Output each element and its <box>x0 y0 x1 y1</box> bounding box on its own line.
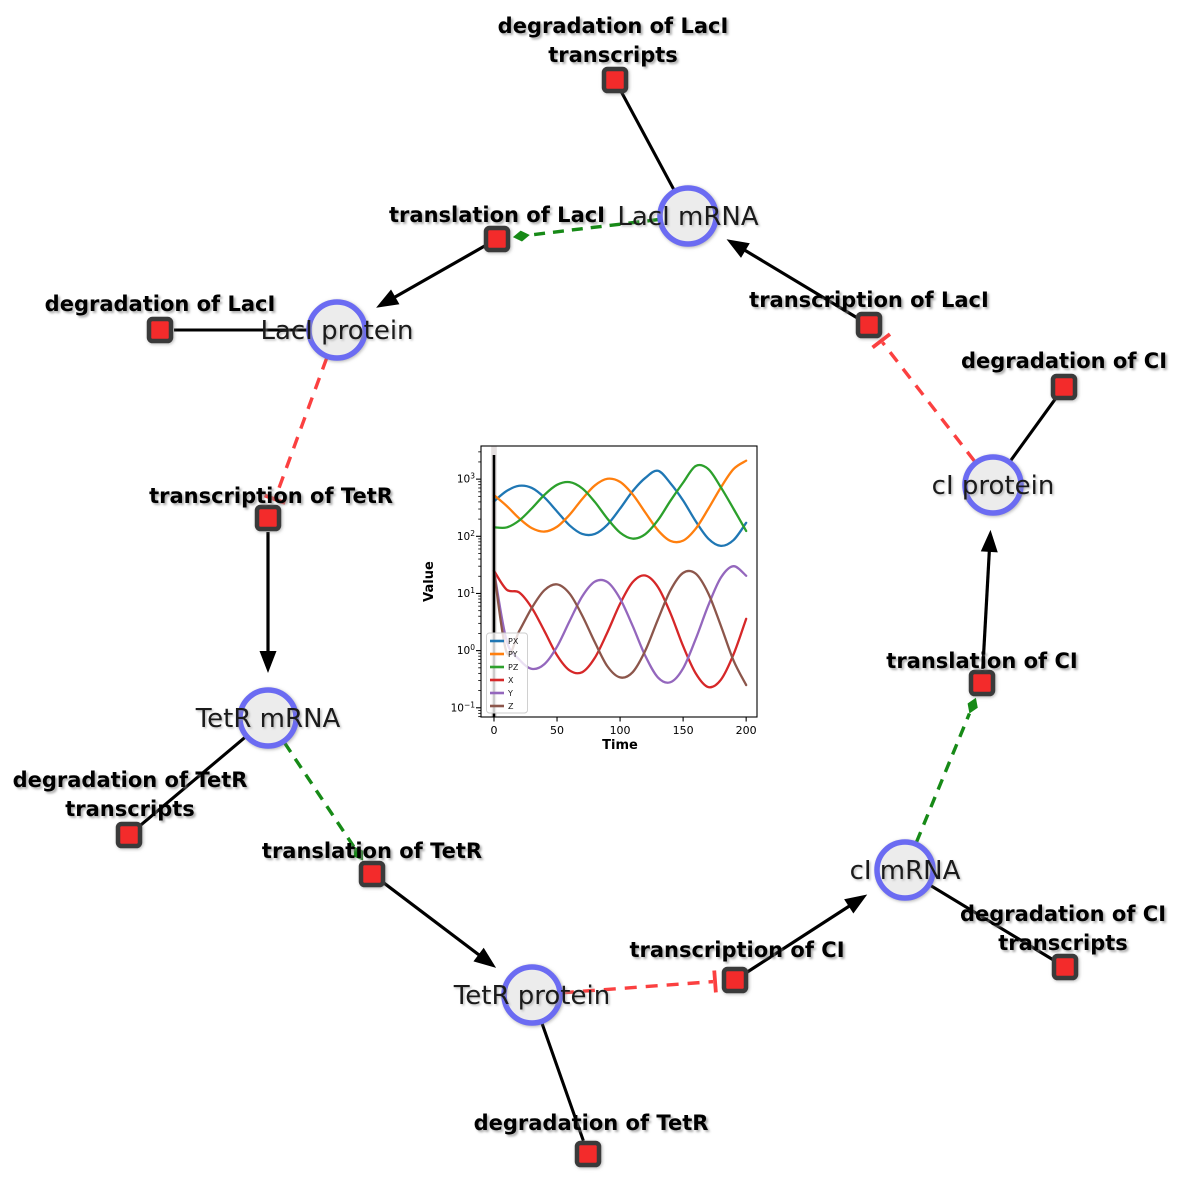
x-tick-label: 50 <box>550 724 564 737</box>
legend-label-pz: PZ <box>508 663 519 672</box>
edge-ci-protein-deg-ci <box>1009 397 1058 462</box>
laci-mrna-label: LacI mRNA <box>617 202 758 232</box>
series-x-line <box>492 569 748 689</box>
reaction-node-tx-laci[interactable] <box>855 311 883 339</box>
y-tick-label: 100 <box>457 643 475 657</box>
reaction-node-deg-laci[interactable] <box>146 316 174 344</box>
edge-laci-protein-tx-tetr <box>263 357 329 505</box>
edge-tl-tetr-tetr-protein <box>382 881 497 968</box>
legend: PX PY PZ XYZ <box>486 632 528 714</box>
x-tick-label: 100 <box>610 724 631 737</box>
edge-laci-mrna-tl-laci <box>512 217 659 242</box>
tetr-mrna-label: TetR mRNA <box>195 704 341 734</box>
deg-laci-tx-label: degradation of LacI transcripts <box>498 14 729 67</box>
tetr-protein-label: TetR protein <box>453 981 610 1011</box>
species-node-ci-mrna[interactable] <box>874 839 936 901</box>
reaction-node-tl-ci[interactable] <box>968 669 996 697</box>
legend-label-px: PX <box>508 637 519 646</box>
tl-tetr-label: translation of TetR <box>262 839 482 863</box>
y-axis-label: Value <box>422 561 437 602</box>
deg-tetr-tx-label: degradation of TetR transcripts <box>13 768 248 821</box>
legend-label-y: Y <box>507 689 513 698</box>
legend-label-z: Z <box>508 702 514 711</box>
reaction-node-tl-laci[interactable] <box>483 225 511 253</box>
ci-mrna-label: cI mRNA <box>850 856 961 886</box>
series-y-line <box>492 565 748 684</box>
edge-tetr-mrna-tl-tetr <box>283 742 364 861</box>
x-tick-label: 200 <box>736 724 757 737</box>
edge-tl-ci-ci-protein <box>980 529 998 670</box>
x-axis-label: Time <box>602 738 638 753</box>
reaction-node-tx-ci[interactable] <box>721 966 749 994</box>
deg-ci-tx-label: degradation of CI transcripts <box>960 902 1166 955</box>
species-node-laci-mrna[interactable] <box>657 185 719 247</box>
laci-protein-label: LacI protein <box>260 316 413 346</box>
edge-tx-tetr-tetr-mrna <box>259 532 277 673</box>
edge-tetr-protein-tx-ci <box>561 970 718 995</box>
tl-ci-label: translation of CI <box>886 649 1077 673</box>
legend-label-py: PY <box>508 650 518 659</box>
y-tick-label: 101 <box>457 586 475 600</box>
y-tick-label: 103 <box>457 472 475 486</box>
reaction-node-tx-tetr[interactable] <box>254 504 282 532</box>
edge-tl-laci-laci-protein <box>376 244 486 308</box>
legend-label-x: X <box>508 676 514 685</box>
edge-ci-mrna-deg-ci-tx <box>929 884 1054 962</box>
reaction-node-tl-tetr[interactable] <box>358 860 386 888</box>
reaction-node-deg-tetr-tx[interactable] <box>115 821 143 849</box>
y-tick-label: 10−1 <box>451 700 476 714</box>
x-tick-label: 0 <box>490 724 497 737</box>
tl-laci-label: translation of LacI <box>389 203 605 227</box>
tx-laci-label: transcription of LacI <box>749 288 989 312</box>
series-z-line <box>492 569 748 687</box>
species-node-laci-protein[interactable] <box>306 299 368 361</box>
series-px-line <box>492 469 748 548</box>
species-node-ci-protein[interactable] <box>962 454 1024 516</box>
deg-laci-label: degradation of LacI <box>45 292 276 316</box>
series-py-line <box>492 459 748 544</box>
edge-ci-protein-tx-laci <box>871 332 976 463</box>
edge-ci-mrna-tl-ci <box>914 697 978 843</box>
ci-protein-label: cI protein <box>932 471 1055 501</box>
series-pz-line <box>492 463 748 540</box>
tx-tetr-label: transcription of TetR <box>149 484 393 508</box>
deg-tetr-label: degradation of TetR <box>474 1111 709 1135</box>
species-node-tetr-mrna[interactable] <box>237 687 299 749</box>
tx-ci-label: transcription of CI <box>629 938 844 962</box>
x-tick-label: 150 <box>673 724 694 737</box>
edge-tx-ci-ci-mrna <box>745 894 868 974</box>
reaction-node-deg-tetr[interactable] <box>574 1140 602 1168</box>
edge-tetr-mrna-deg-tetr-tx <box>138 736 247 828</box>
species-node-tetr-protein[interactable] <box>501 964 563 1026</box>
reaction-node-deg-ci-tx[interactable] <box>1051 953 1079 981</box>
edge-tetr-protein-deg-tetr <box>540 1022 585 1142</box>
reaction-node-deg-laci-tx[interactable] <box>601 66 629 94</box>
edge-tx-laci-laci-mrna <box>726 239 858 320</box>
deg-ci-label: degradation of CI <box>961 349 1167 373</box>
axis-ticks: 0 50 100 150 200 10−1 100 101 102 103 <box>451 451 757 737</box>
y-tick-label: 102 <box>457 529 475 543</box>
reaction-node-deg-ci[interactable] <box>1050 373 1078 401</box>
edge-laci-mrna-deg-laci-tx <box>620 91 676 191</box>
axes-frame <box>480 445 758 718</box>
